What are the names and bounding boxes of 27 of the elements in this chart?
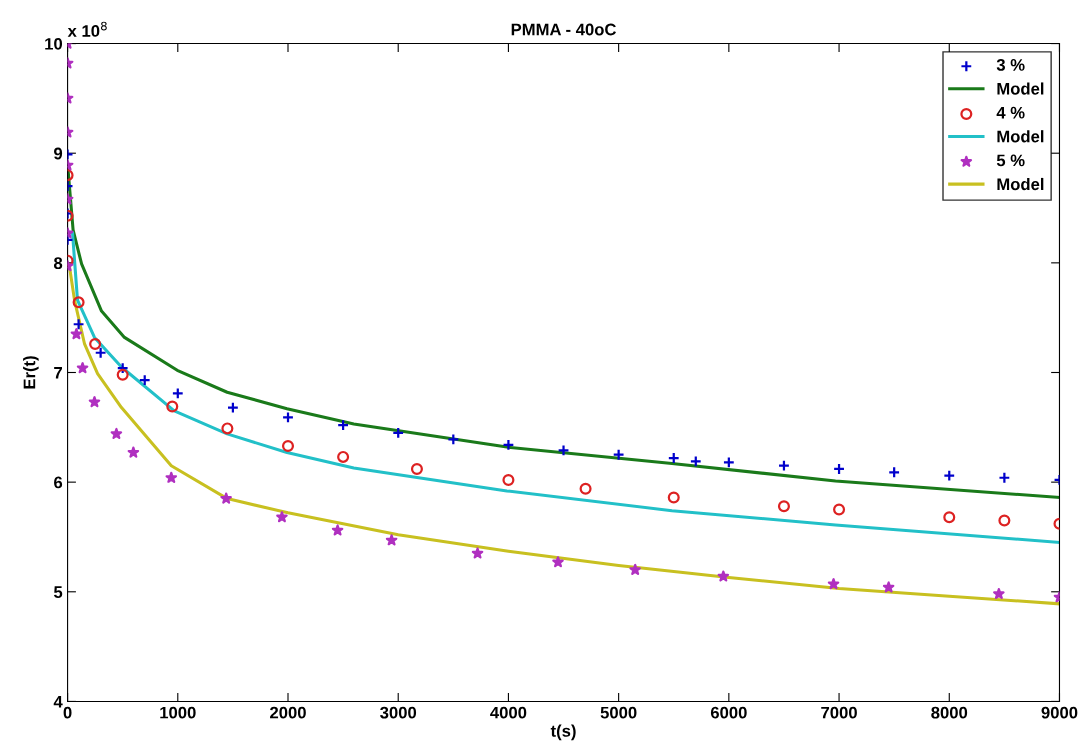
- legend-label: 5 %: [996, 154, 1025, 167]
- text: x 10$^{8}$: [67, 21, 107, 37]
- y-tick-label: 6: [54, 476, 63, 489]
- x-axis-title: t(s): [550, 724, 576, 741]
- y-tick-label: 9: [54, 147, 63, 160]
- y-axis-title: Er(t): [23, 356, 39, 389]
- y-tick-label: 7: [54, 367, 62, 379]
- x-tick-label: 3000: [380, 706, 417, 719]
- x-tick-label: 9000: [1041, 706, 1078, 719]
- y-tick-label: 5: [53, 586, 63, 598]
- y-tick-label: 4: [53, 696, 63, 708]
- legend-label: Model: [997, 82, 1044, 95]
- legend-label: 4 %: [996, 106, 1025, 119]
- x-tick-label: 7000: [821, 706, 857, 719]
- x-tick-label: 1000: [160, 706, 196, 719]
- x-tick-label: 0: [63, 706, 72, 719]
- y-tick-label: 10: [45, 37, 63, 50]
- x-tick-label: 5000: [600, 706, 637, 719]
- legend-label: 3 %: [996, 59, 1025, 71]
- chart-title: PMMA - 40oC: [511, 23, 617, 36]
- x-tick-label: 6000: [710, 706, 747, 719]
- legend-label: Model: [997, 130, 1044, 143]
- y-tick-label: 8: [53, 257, 63, 270]
- x-tick-label: 4000: [490, 706, 527, 719]
- legend-label: Model: [997, 177, 1044, 191]
- x-tick-label: 8000: [931, 706, 968, 719]
- x-tick-label: 2000: [270, 706, 306, 719]
